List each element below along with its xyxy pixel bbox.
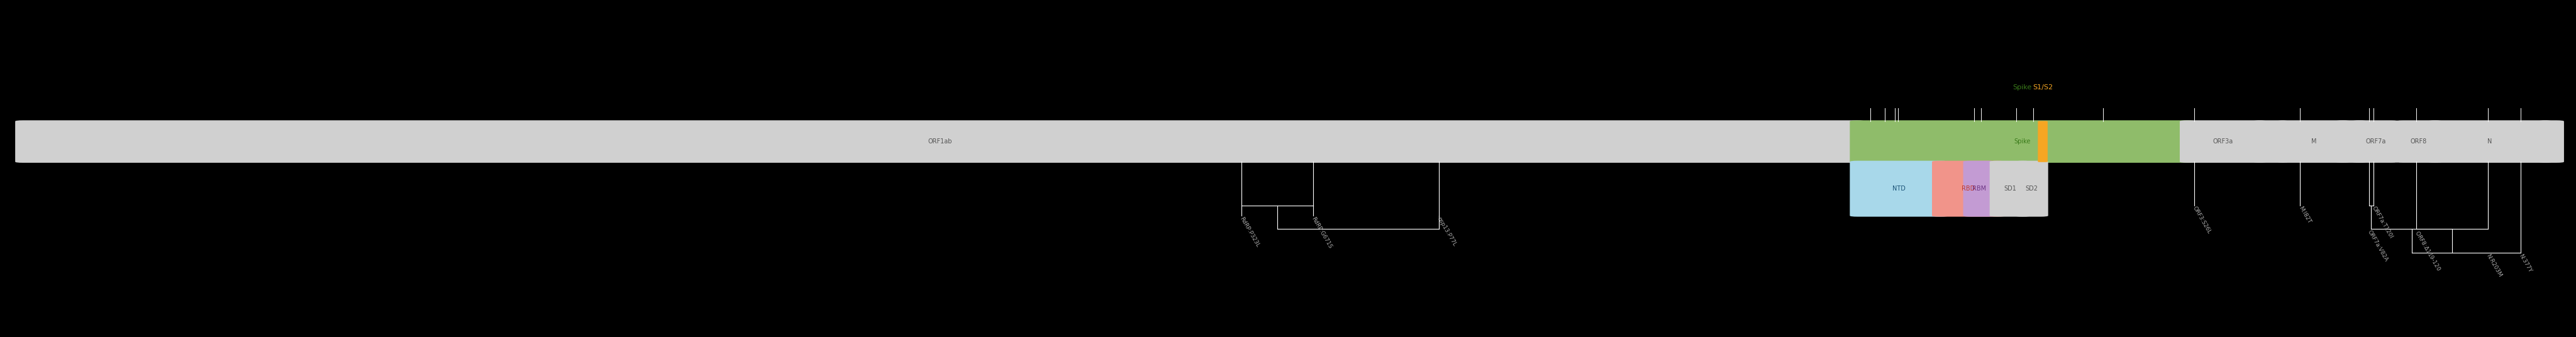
Text: Spike: Spike [2014, 139, 2030, 145]
Text: ORF7a:V82A: ORF7a:V82A [2367, 229, 2388, 263]
Text: RdRP:G671S: RdRP:G671S [1311, 216, 1332, 249]
FancyBboxPatch shape [2014, 161, 2048, 217]
FancyBboxPatch shape [2254, 120, 2287, 163]
Text: M: M [2311, 139, 2316, 145]
FancyBboxPatch shape [1932, 161, 2004, 217]
Text: N:R203M: N:R203M [2486, 253, 2504, 278]
Text: nsp13:P77L: nsp13:P77L [1435, 216, 1458, 247]
FancyBboxPatch shape [2277, 120, 2349, 163]
Text: SD2: SD2 [2025, 186, 2038, 192]
FancyBboxPatch shape [2429, 120, 2553, 163]
Text: ORF3a: ORF3a [2213, 139, 2233, 145]
Text: N: N [2488, 139, 2491, 145]
FancyBboxPatch shape [15, 120, 1865, 163]
Text: RdRP:P323L: RdRP:P323L [1239, 216, 1260, 248]
Text: M:I82T: M:I82T [2298, 206, 2311, 225]
FancyBboxPatch shape [2396, 120, 2442, 163]
FancyBboxPatch shape [1989, 161, 2030, 217]
Text: NTD: NTD [1893, 186, 1906, 192]
Text: RBD: RBD [1963, 186, 1976, 192]
FancyBboxPatch shape [1963, 161, 1994, 217]
Text: ORF8:$\Delta$119-120: ORF8:$\Delta$119-120 [2414, 229, 2442, 272]
FancyBboxPatch shape [2179, 120, 2267, 163]
Text: SD1: SD1 [2004, 186, 2017, 192]
FancyBboxPatch shape [2352, 120, 2398, 163]
FancyBboxPatch shape [2537, 120, 2563, 163]
Text: ORF7a: ORF7a [2365, 139, 2385, 145]
FancyBboxPatch shape [2336, 120, 2367, 163]
Text: N:377Y: N:377Y [2517, 253, 2532, 273]
Text: ORF1ab: ORF1ab [927, 139, 953, 145]
Text: ORF3:S26L: ORF3:S26L [2192, 206, 2213, 235]
Text: S1/S2: S1/S2 [2032, 85, 2053, 91]
Text: ORF7a:T120I: ORF7a:T120I [2370, 206, 2393, 240]
Text: Spike: Spike [2012, 85, 2032, 91]
Text: RBM: RBM [1973, 186, 1986, 192]
Text: ORF8: ORF8 [2411, 139, 2427, 145]
FancyBboxPatch shape [1850, 161, 1947, 217]
FancyBboxPatch shape [2038, 121, 2048, 162]
FancyBboxPatch shape [1850, 120, 2195, 163]
